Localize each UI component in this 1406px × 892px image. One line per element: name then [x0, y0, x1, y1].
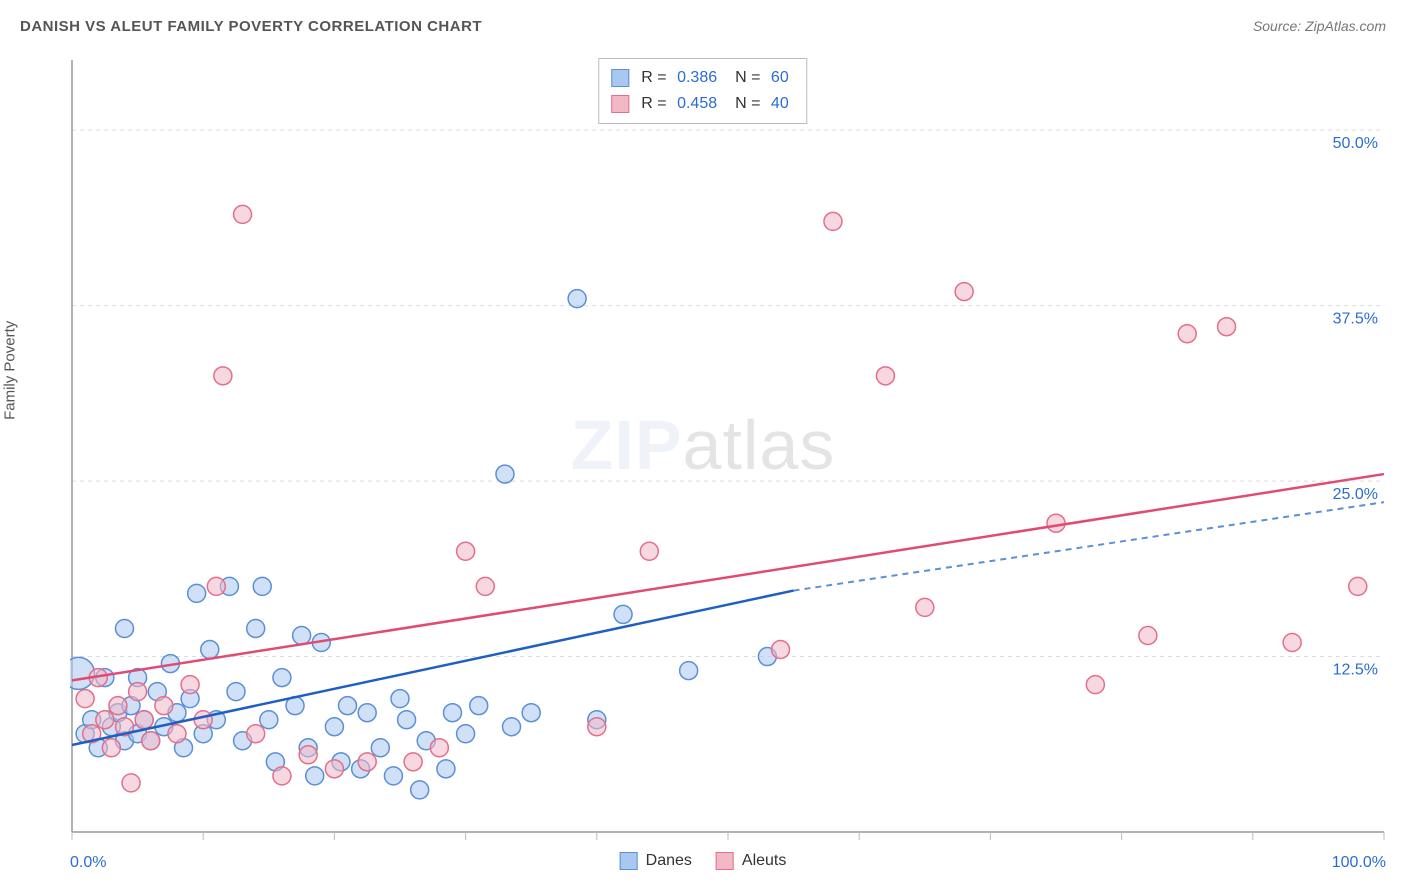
svg-text:37.5%: 37.5%: [1333, 311, 1378, 328]
chart-title: DANISH VS ALEUT FAMILY POVERTY CORRELATI…: [20, 18, 482, 35]
correlation-legend: R = 0.386 N = 60 R = 0.458 N = 40: [598, 58, 807, 124]
legend-label: Danes: [646, 852, 692, 870]
legend-row: R = 0.458 N = 40: [611, 91, 794, 117]
legend-r-label: R = 0.386: [641, 69, 723, 87]
svg-text:12.5%: 12.5%: [1333, 662, 1378, 679]
svg-text:50.0%: 50.0%: [1333, 135, 1378, 152]
legend-r-label: R = 0.458: [641, 95, 723, 113]
legend-item: Danes: [620, 852, 692, 870]
y-axis-label: Family Poverty: [2, 321, 19, 420]
scatter-plot: 12.5% 25.0% 37.5% 50.0%: [70, 50, 1386, 872]
source-attribution: Source: ZipAtlas.com: [1253, 18, 1386, 34]
trend-lines: [72, 474, 1384, 745]
x-axis-min-label: 0.0%: [70, 854, 106, 872]
legend-swatch: [620, 852, 638, 870]
data-points: [70, 205, 1367, 798]
legend-label: Aleuts: [742, 852, 786, 870]
y-tick-labels: 12.5% 25.0% 37.5% 50.0%: [1333, 135, 1378, 678]
svg-text:25.0%: 25.0%: [1333, 486, 1378, 503]
series-legend: Danes Aleuts: [620, 852, 787, 870]
legend-item: Aleuts: [716, 852, 786, 870]
legend-n-label: N = 60: [735, 69, 795, 87]
legend-swatch: [611, 69, 629, 87]
legend-swatch: [611, 95, 629, 113]
legend-swatch: [716, 852, 734, 870]
x-axis-max-label: 100.0%: [1332, 854, 1386, 872]
chart-container: Family Poverty ZIPatlas 12.5%25.0%37.5%5…: [20, 50, 1386, 872]
legend-n-label: N = 40: [735, 95, 795, 113]
legend-row: R = 0.386 N = 60: [611, 65, 794, 91]
